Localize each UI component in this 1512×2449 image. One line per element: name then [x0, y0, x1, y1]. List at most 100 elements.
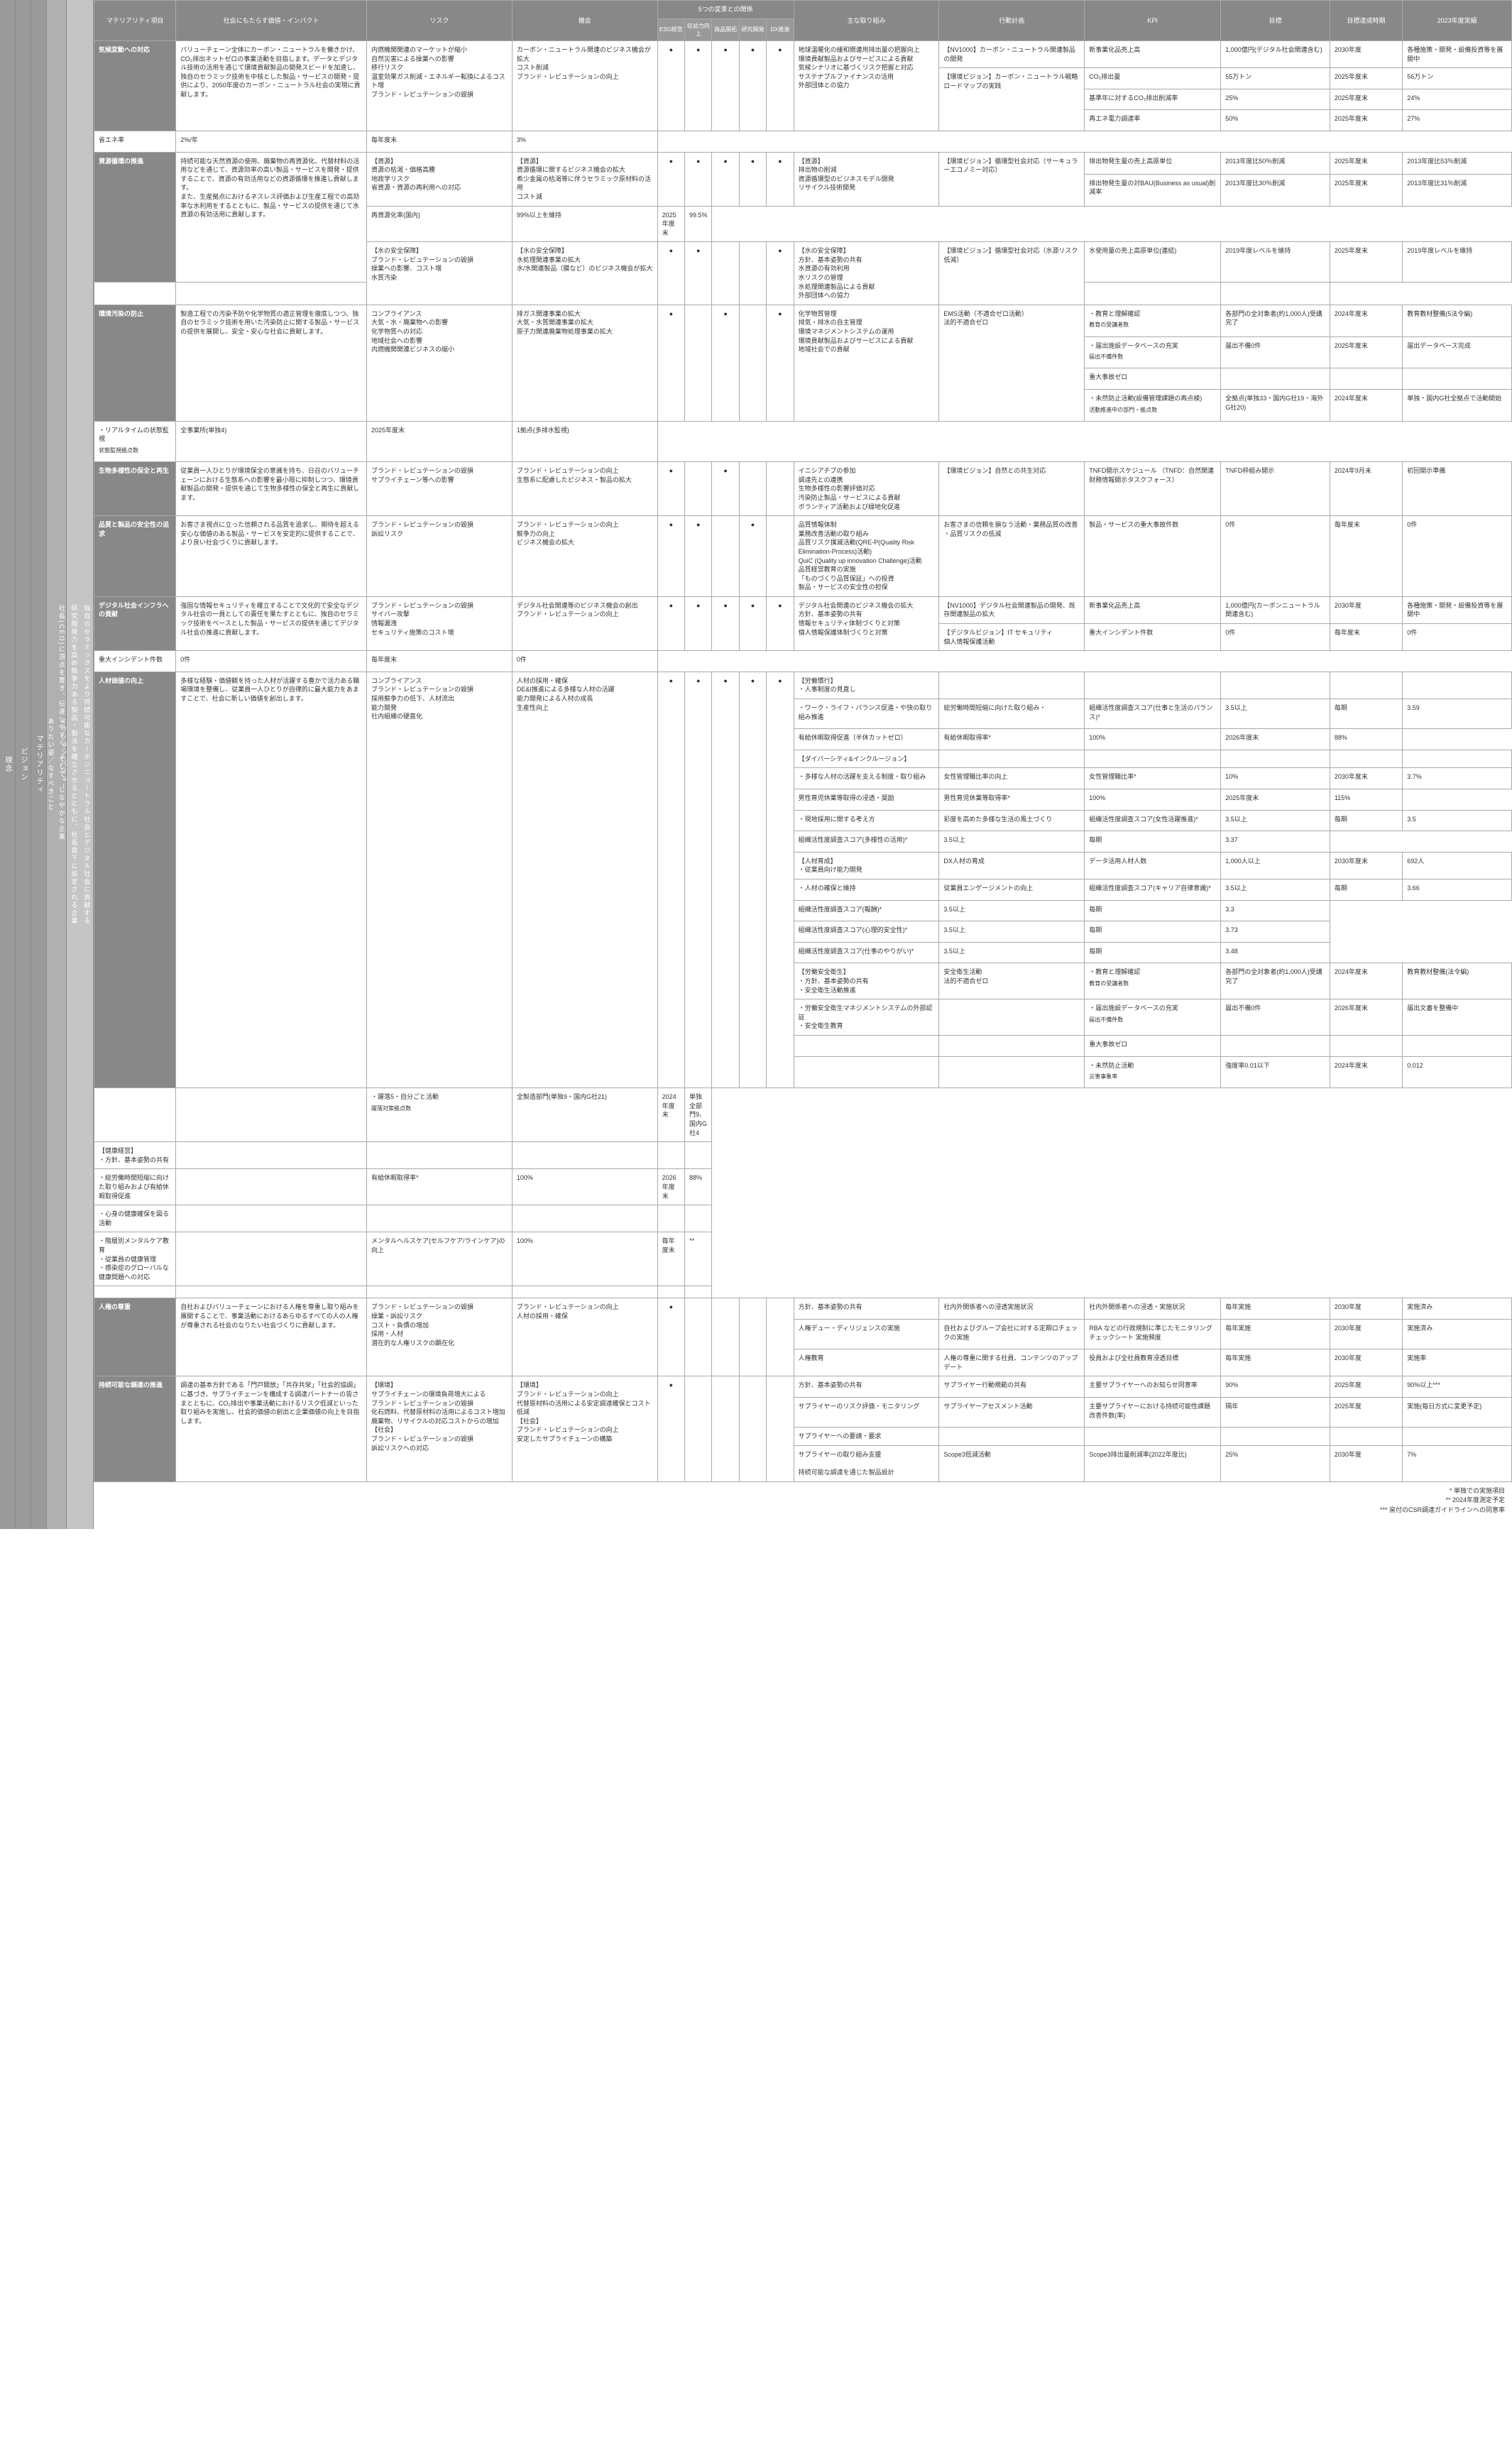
cell: 2030年度: [1330, 1445, 1402, 1481]
cell: ●: [657, 596, 684, 650]
header-cell: 主な取り組み: [794, 1, 939, 41]
cell: 【資源】資源の枯渇・価格高騰地政学リスク省資源・資源の再利用への対応: [367, 152, 513, 206]
cell: ・心身の健康確保を図る活動: [94, 1205, 176, 1232]
cell: ●: [767, 305, 794, 421]
cell: 【環境】ブランド・レピュテーションの向上代替原材料の活用による安定調達確保とコス…: [512, 1376, 657, 1481]
cell: 2030年度: [1330, 1349, 1402, 1376]
cell: Scope3排出量削減率(2022年度比): [1085, 1445, 1221, 1481]
vcol-rinen: 理念: [0, 0, 16, 1529]
cell: 2019年度レベルを維持: [1403, 242, 1512, 282]
cell: ・教育と理解確認教育の受講者数: [1085, 963, 1221, 999]
cell: [939, 1035, 1085, 1056]
cell: 3.5以上: [939, 921, 1085, 943]
cell: 重大インシデント件数: [94, 651, 176, 672]
cell: 毎年度末: [367, 651, 513, 672]
cell: ●: [685, 516, 712, 597]
cell: 2013年度比30％削減: [1221, 174, 1330, 206]
cell: [685, 305, 712, 421]
cell: 届出データベース完成: [1403, 336, 1512, 368]
cell: [939, 1428, 1085, 1446]
cell: ・労働安全衛生マネジメントシステムの外部認証・安全衛生教育: [794, 999, 939, 1036]
cell: [657, 1142, 684, 1169]
cell: 製品・サービスの重大事故件数: [1085, 516, 1221, 597]
cell: 重大インシデント件数: [1085, 624, 1221, 651]
cell: 有給休暇取得率*: [367, 1169, 513, 1205]
cell: 【環境ビジョン】自然との共生対応: [939, 462, 1085, 516]
cell: デジタル社会関連等のビジネス機会の創出ブランド・レピュテーションの向上: [512, 596, 657, 650]
cell: 毎期: [1085, 831, 1221, 853]
cell: [1330, 672, 1402, 698]
cell: [685, 1286, 712, 1298]
cell: 3.66: [1403, 879, 1512, 900]
cell: [939, 1056, 1085, 1088]
cell: [367, 1286, 513, 1298]
cell: RBA などの行政規制に準じたモニタリングチェックシート 実施頻度: [1085, 1319, 1221, 1349]
cell: DX人材の育成: [939, 852, 1085, 879]
header-cell: マテリアリティ項目: [94, 1, 176, 41]
cell: 毎年度末: [1330, 624, 1402, 651]
cell: [1085, 282, 1221, 305]
cell: 人権デュー・ディリジェンスの実施: [794, 1319, 939, 1349]
cell: 地球温暖化の緩和関連用排出量の把握向上環境貢献製品およびサービスによる貢献気候シ…: [794, 40, 939, 131]
cell: [712, 516, 739, 597]
cell: 2030年度末: [1330, 852, 1402, 879]
cell: 毎年度末: [657, 1232, 684, 1286]
cell: コンプライアンス大気・水・廃棄物への影響化学物質への対応地域社会への影響内燃機関…: [367, 305, 513, 421]
cell: 2024年度末: [1330, 963, 1402, 999]
cell: 0.012: [1403, 1056, 1512, 1088]
cell: ●: [657, 305, 684, 421]
cell: 100%: [512, 1232, 657, 1286]
cell: 【資源】排出物の削減資源循環型のビジネスモデル開発リサイクル技術開発: [794, 152, 939, 206]
cell: 男性育児休業等取得率*: [939, 789, 1085, 811]
cell: 組織活性度調査スコア(仕事と生活のバランス)*: [1085, 699, 1221, 729]
cell: ●: [657, 516, 684, 597]
cell: 彩度を高めた多様な生活の風土づくり: [939, 810, 1085, 831]
cell: ブランド・レピュテーションの毀損サプライチェーン等への影響: [367, 462, 513, 516]
cell: 1,000億円(カーボンニュートラル関連含む): [1221, 596, 1330, 623]
cell: 有給休暇取得促進（半休カットゼロ）: [794, 729, 939, 750]
cell: [176, 1232, 367, 1286]
cell: 24%: [1403, 89, 1512, 110]
cell: ・人材の確保と維持: [794, 879, 939, 900]
header-cell: 社会にもたらす価値・インパクト: [176, 1, 367, 41]
cell: ・届出施設データベースの充実届出不備件数: [1085, 336, 1221, 368]
cell: [1403, 368, 1512, 390]
cell: 持続可能な天然資源の使用、廃棄物の再資源化、代替材料の活用などを通じて、資源効率…: [176, 152, 367, 282]
cell: 2025年度末: [367, 421, 513, 461]
cell: 【環境ビジョン】循環型社会対応（水源リスク低減）: [939, 242, 1085, 305]
cell: 組織活性度調査スコア(心理的安全性)*: [794, 921, 939, 943]
cell: 自社およびバリューチェーンにおける人権を尊重し取り組みを展開することで、事業活動…: [176, 1298, 367, 1376]
cell: 2024年9月末: [1330, 462, 1402, 516]
cell: [1330, 1035, 1402, 1056]
cell: デジタル社会関連のビジネス機会の拡大方針、基本姿勢の共有情報セキュリティ体制づく…: [794, 596, 939, 650]
cell: 10%: [1221, 768, 1330, 789]
cell: 3%: [512, 131, 657, 152]
vcol-materiality-label: マテリアリティ: [31, 0, 47, 1529]
cell: ブランド・レピュテーションの毀損サイバー攻撃情報漏洩セキュリティ施策のコスト増: [367, 596, 513, 650]
cell: 2025年度末: [1221, 789, 1330, 811]
cell: 生物多様性の保全と再生: [94, 462, 176, 516]
cell: 90%以上***: [1403, 1376, 1512, 1398]
cell: 毎期: [1330, 699, 1402, 729]
cell: 毎年度末: [1330, 516, 1402, 597]
cell: 【水の安全保障】方針、基本姿勢の共有水資源の有効利用水リスクの管理水処理関連製品…: [794, 242, 939, 305]
cell: 【環境ビジョン】循環型社会対応（サーキュラーエコノミー対応）: [939, 152, 1085, 206]
cell: 届出文書を整備中: [1403, 999, 1512, 1036]
cell: [685, 462, 712, 516]
cell: [512, 1286, 657, 1298]
cell: [1221, 672, 1330, 698]
cell: 毎年度末: [367, 131, 513, 152]
cell: 90%: [1221, 1376, 1330, 1398]
cell: 安全衛生活動法的不適合ゼロ: [939, 963, 1085, 999]
cell: 毎年実施: [1221, 1349, 1330, 1376]
cell: 再エネ電力調達率: [1085, 110, 1221, 131]
cell: ・届出施設データベースの充実届出不備件数: [1085, 999, 1221, 1036]
cell: 強度率0.01以下: [1221, 1056, 1330, 1088]
cell: ●: [767, 242, 794, 305]
cell: ●: [767, 672, 794, 1087]
cell: [94, 282, 176, 305]
cell: 全製造部門(単独9・国内G社21): [512, 1088, 657, 1142]
vcol-group2: 人材・技術に立脚した事業貢献度を拡張する 独自のセラミックスをより持続可能なカー…: [67, 0, 94, 1529]
cell: [767, 1298, 794, 1376]
cell: 排出物発生量の対BAU(Business as usual)削減率: [1085, 174, 1221, 206]
